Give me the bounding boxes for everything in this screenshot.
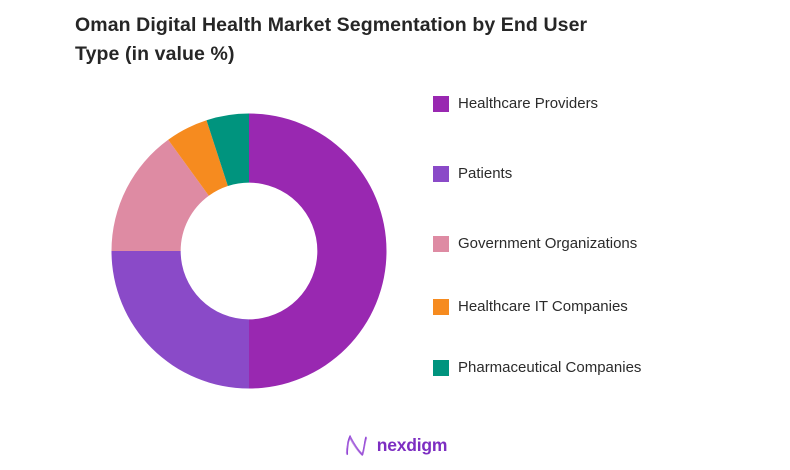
legend-label-healthcare-it-companies: Healthcare IT Companies <box>458 298 628 315</box>
chart-title: Oman Digital Health Market Segmentation … <box>75 11 587 69</box>
chart-legend: Healthcare Providers Patients Government… <box>433 0 773 470</box>
legend-label-patients: Patients <box>458 165 513 182</box>
chart-title-line1: Oman Digital Health Market Segmentation … <box>75 14 588 36</box>
pie-slice-government-organizations <box>111 139 209 251</box>
legend-label-pharmaceutical-companies: Pharmaceutical Companies <box>458 359 642 376</box>
legend-item-government-organizations: Government Organizations <box>433 236 637 252</box>
chart-title-line2: Type (in value %) <box>75 43 235 65</box>
legend-swatch-healthcare-it-companies <box>433 299 449 315</box>
pie-slice-pharmaceutical-companies <box>206 113 249 187</box>
legend-swatch-patients <box>433 166 449 182</box>
nexdigm-logo-text: nexdigm <box>376 435 448 455</box>
pie-slice-healthcare-providers <box>249 113 387 389</box>
nexdigm-logo: nexdigm <box>0 432 790 459</box>
legend-item-patients: Patients <box>433 166 512 182</box>
legend-label-healthcare-providers: Healthcare Providers <box>458 95 599 112</box>
legend-swatch-pharmaceutical-companies <box>433 360 449 376</box>
legend-item-healthcare-providers: Healthcare Providers <box>433 96 598 112</box>
pie-slice-healthcare-it-companies <box>168 120 228 196</box>
donut-chart <box>111 113 387 389</box>
pie-slice-patients <box>111 251 249 389</box>
legend-item-pharmaceutical-companies: Pharmaceutical Companies <box>433 360 641 376</box>
legend-label-government-organizations: Government Organizations <box>458 235 638 252</box>
legend-item-healthcare-it-companies: Healthcare IT Companies <box>433 299 628 315</box>
legend-swatch-government-organizations <box>433 236 449 252</box>
nexdigm-logo-icon <box>345 434 367 456</box>
legend-swatch-healthcare-providers <box>433 96 449 112</box>
